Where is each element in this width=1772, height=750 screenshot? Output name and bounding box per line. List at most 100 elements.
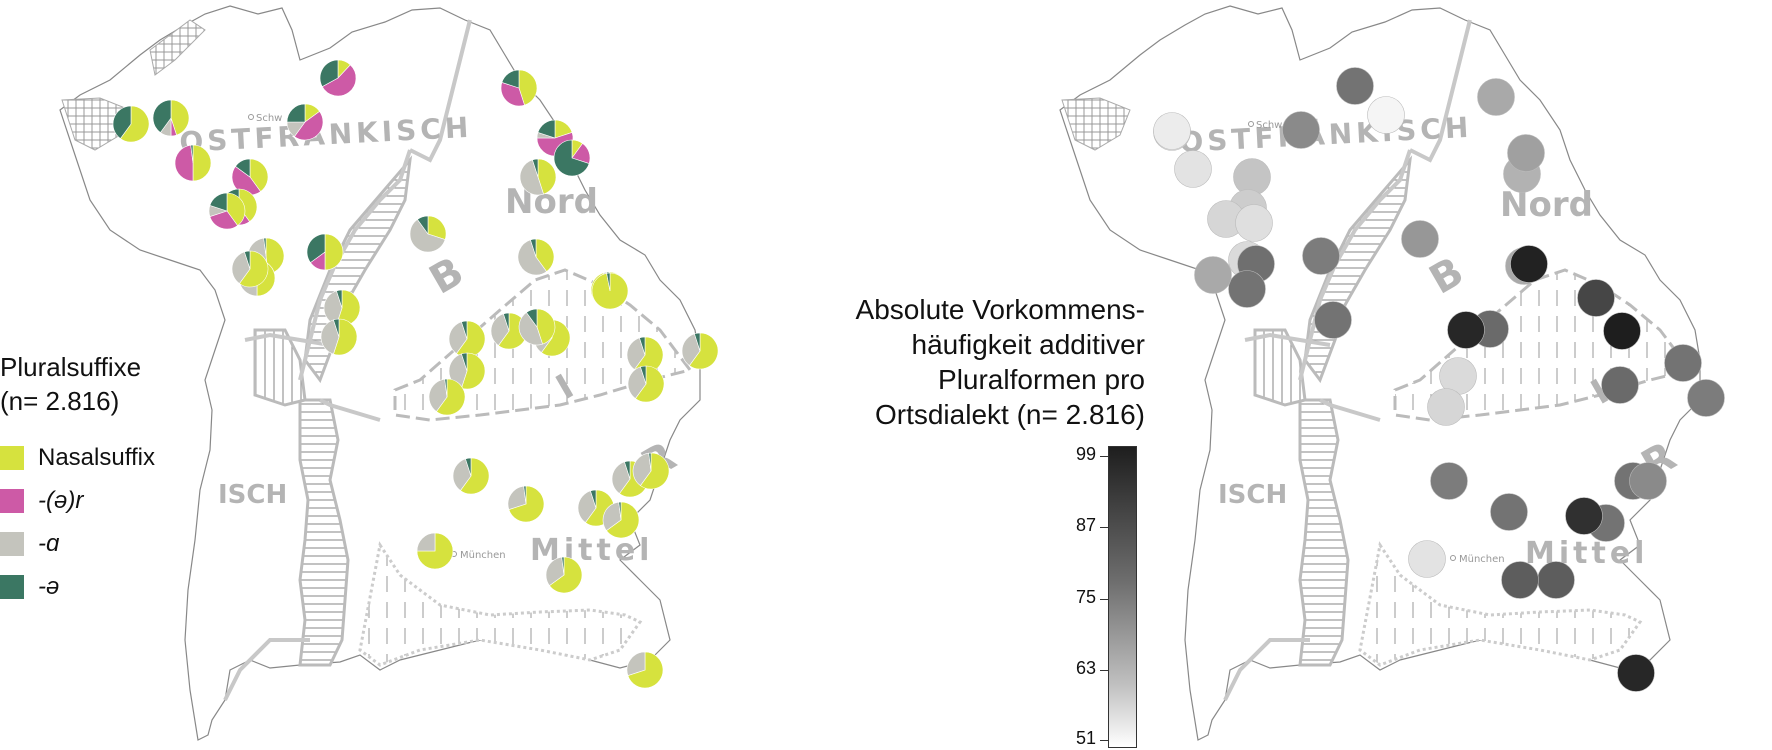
scale-title-line2: häufigkeit additiver bbox=[911, 329, 1145, 360]
frequency-dot-27 bbox=[1601, 366, 1639, 404]
pie-slice-a bbox=[428, 378, 448, 412]
scale-tick-63: 63 bbox=[1075, 658, 1096, 678]
dashed-region-south bbox=[358, 541, 643, 667]
scale-title-line1: Absolute Vorkommens- bbox=[855, 294, 1145, 325]
frequency-dot-18 bbox=[1507, 134, 1545, 172]
pie-slice-e bbox=[152, 99, 172, 133]
legend-item-er: -(ə)r bbox=[0, 479, 155, 522]
pie-slice-nasal bbox=[627, 651, 664, 689]
pie-slice-e bbox=[417, 215, 429, 235]
pie-chart-12 bbox=[208, 192, 246, 230]
pie-slice-e bbox=[530, 238, 537, 258]
legend-item-e: -ə bbox=[0, 565, 155, 608]
frequency-dot-20 bbox=[1577, 279, 1615, 317]
pie-chart-17 bbox=[517, 238, 555, 276]
pie-slice-nasal bbox=[640, 452, 670, 490]
pie-slice-nasal bbox=[518, 69, 538, 106]
pie-chart-14 bbox=[306, 233, 344, 271]
pie-chart-4 bbox=[500, 69, 538, 107]
pie-chart-20 bbox=[323, 289, 361, 327]
pie-chart-35 bbox=[507, 485, 545, 523]
pie-slice-e bbox=[694, 332, 701, 352]
pie-chart-37 bbox=[602, 501, 640, 539]
frequency-dot-13 bbox=[1302, 237, 1340, 275]
frequency-dot-12 bbox=[1401, 220, 1439, 258]
pie-slice-e bbox=[235, 158, 251, 178]
pie-chart-29 bbox=[627, 365, 665, 403]
right-city-label-schweinfurt: Schw bbox=[1256, 120, 1282, 131]
pie-slice-e bbox=[590, 489, 597, 509]
pie-chart-1 bbox=[112, 105, 150, 143]
pie-slice-nasal bbox=[427, 215, 447, 240]
pie-slice-a bbox=[626, 337, 646, 370]
scale-tick-51: 51 bbox=[1075, 728, 1096, 748]
pie-slice-e bbox=[209, 192, 228, 212]
pie-slice-e bbox=[553, 139, 590, 177]
frequency-dot-23 bbox=[1447, 311, 1485, 349]
frequency-dot-33 bbox=[1490, 493, 1528, 531]
scale-tickmark-63 bbox=[1100, 670, 1108, 671]
right-region-label-mittel: Mittel bbox=[1525, 536, 1648, 571]
scale-title-line4: Ortsdialekt (n= 2.816) bbox=[874, 399, 1145, 430]
pie-slice-a bbox=[577, 490, 597, 523]
pie-slice-e bbox=[561, 556, 565, 576]
pie-slice-a bbox=[409, 219, 446, 253]
frequency-dot-28 bbox=[1664, 344, 1702, 382]
pie-slice-e bbox=[444, 378, 448, 398]
pie-chart-8 bbox=[231, 158, 269, 196]
legend-item-nasal: Nasalsuffix bbox=[0, 436, 155, 479]
pie-slice-e bbox=[606, 272, 611, 292]
pie-slice-a bbox=[320, 319, 340, 355]
pie-slice-e bbox=[648, 452, 652, 472]
pie-slice-e bbox=[190, 144, 194, 164]
pie-slice-nasal bbox=[239, 250, 269, 288]
frequency-dot-10 bbox=[1235, 204, 1273, 242]
left-map: OSTFRÄNKISCH Nord B I R Mittel ISCH Schw… bbox=[59, 5, 719, 741]
pie-slice-nasal bbox=[536, 308, 556, 345]
pie-slice-e bbox=[306, 233, 326, 263]
pie-slice-a bbox=[452, 458, 472, 491]
hatched-band-south bbox=[298, 398, 350, 667]
pie-slice-e bbox=[501, 69, 520, 89]
left-city-label-muenchen: München bbox=[460, 550, 506, 561]
legend-swatch-a bbox=[0, 531, 24, 556]
pie-slice-nasal bbox=[249, 158, 269, 192]
pie-slice-nasal bbox=[535, 238, 555, 272]
frequency-dot-16 bbox=[1228, 270, 1266, 308]
frequency-dot-5 bbox=[1282, 111, 1320, 149]
frequency-dot-1 bbox=[1336, 67, 1374, 105]
pie-chart-30 bbox=[428, 378, 466, 416]
pie-slice-nasal bbox=[508, 485, 545, 523]
pie-slice-nasal bbox=[324, 233, 344, 271]
pie-chart-5 bbox=[286, 103, 324, 141]
frequency-dot-32 bbox=[1430, 462, 1468, 500]
pie-slice-e bbox=[112, 105, 132, 139]
frequency-dot-6 bbox=[1174, 150, 1212, 188]
pie-slice-e bbox=[503, 312, 510, 332]
legend-label-a: -ɑ bbox=[38, 529, 60, 557]
pie-slice-er bbox=[500, 82, 525, 107]
pie-chart-2 bbox=[152, 99, 190, 137]
frequency-dot-24 bbox=[1314, 301, 1352, 339]
pie-slice-nasal bbox=[226, 192, 246, 226]
pie-slice-nasal bbox=[192, 144, 212, 182]
pie-slice-e bbox=[319, 59, 339, 88]
pie-slice-a bbox=[602, 501, 622, 531]
scale-tickmark-51 bbox=[1100, 740, 1108, 741]
hatched-nw-right bbox=[1061, 97, 1131, 151]
pie-slice-e bbox=[461, 352, 468, 372]
pie-slice-a bbox=[545, 556, 565, 586]
pie-chart-9 bbox=[553, 139, 591, 177]
right-map: OSTFRÄNKISCH Nord B I R Mittel ISCH Schw… bbox=[1059, 5, 1725, 741]
pie-chart-26 bbox=[518, 308, 556, 346]
hatched-nw-2 bbox=[149, 19, 206, 76]
pie-slice-nasal bbox=[120, 105, 150, 143]
pie-chart-21 bbox=[320, 318, 358, 356]
dot-layer bbox=[1153, 67, 1725, 692]
pie-slice-nasal bbox=[549, 556, 583, 594]
frequency-dot-40 bbox=[1194, 256, 1232, 294]
pie-slice-nasal bbox=[689, 332, 719, 370]
city-marker-muenchen-right bbox=[1450, 555, 1456, 561]
pie-chart-3 bbox=[319, 59, 357, 97]
pie-slice-e bbox=[286, 103, 306, 123]
